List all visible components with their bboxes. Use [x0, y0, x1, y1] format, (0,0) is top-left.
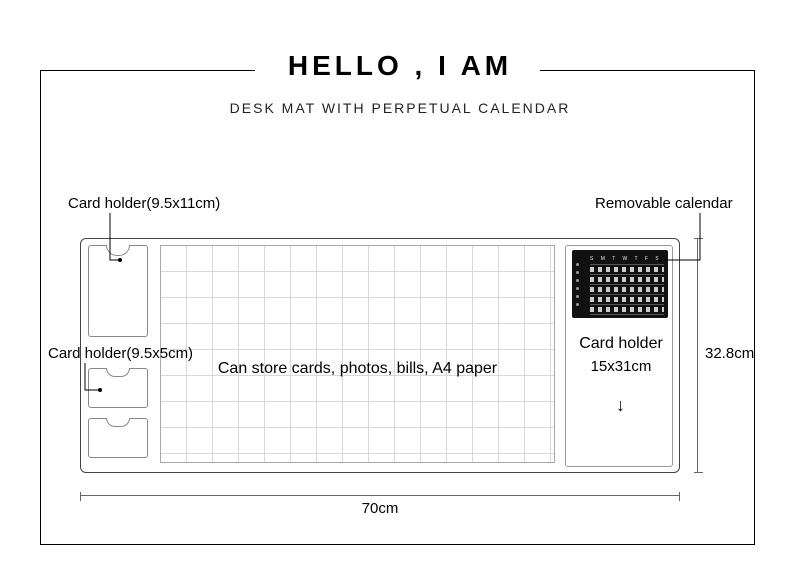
label-calendar: Removable calendar	[595, 195, 733, 212]
page-subtitle: DESK MAT WITH PERPETUAL CALENDAR	[0, 100, 800, 116]
calendar-row	[590, 307, 664, 312]
calendar-row	[590, 287, 664, 292]
dimension-height-label: 32.8cm	[705, 345, 754, 362]
right-holder-dimension: 15x31cm	[565, 358, 677, 375]
page-title: HELLO , I AM	[0, 50, 800, 82]
calendar-header: S M T W T F S	[590, 256, 664, 262]
dimension-height-line	[697, 238, 698, 473]
right-holder-label: Card holder	[565, 335, 677, 353]
dimension-width-line	[80, 495, 680, 496]
calendar-row	[590, 277, 664, 282]
center-caption: Can store cards, photos, bills, A4 paper	[160, 360, 555, 378]
card-holder-short-1	[88, 368, 148, 408]
calendar-block: S M T W T F S	[572, 250, 668, 318]
down-arrow-icon: ↓	[616, 395, 625, 416]
card-holder-tall	[88, 245, 148, 337]
dimension-width-label: 70cm	[80, 500, 680, 517]
card-holder-short-2	[88, 418, 148, 458]
center-grid-area	[160, 245, 555, 463]
calendar-row	[590, 297, 664, 302]
label-card-tall: Card holder(9.5x11cm)	[68, 195, 220, 212]
calendar-row	[590, 267, 664, 272]
calendar-side-dots	[576, 260, 586, 308]
